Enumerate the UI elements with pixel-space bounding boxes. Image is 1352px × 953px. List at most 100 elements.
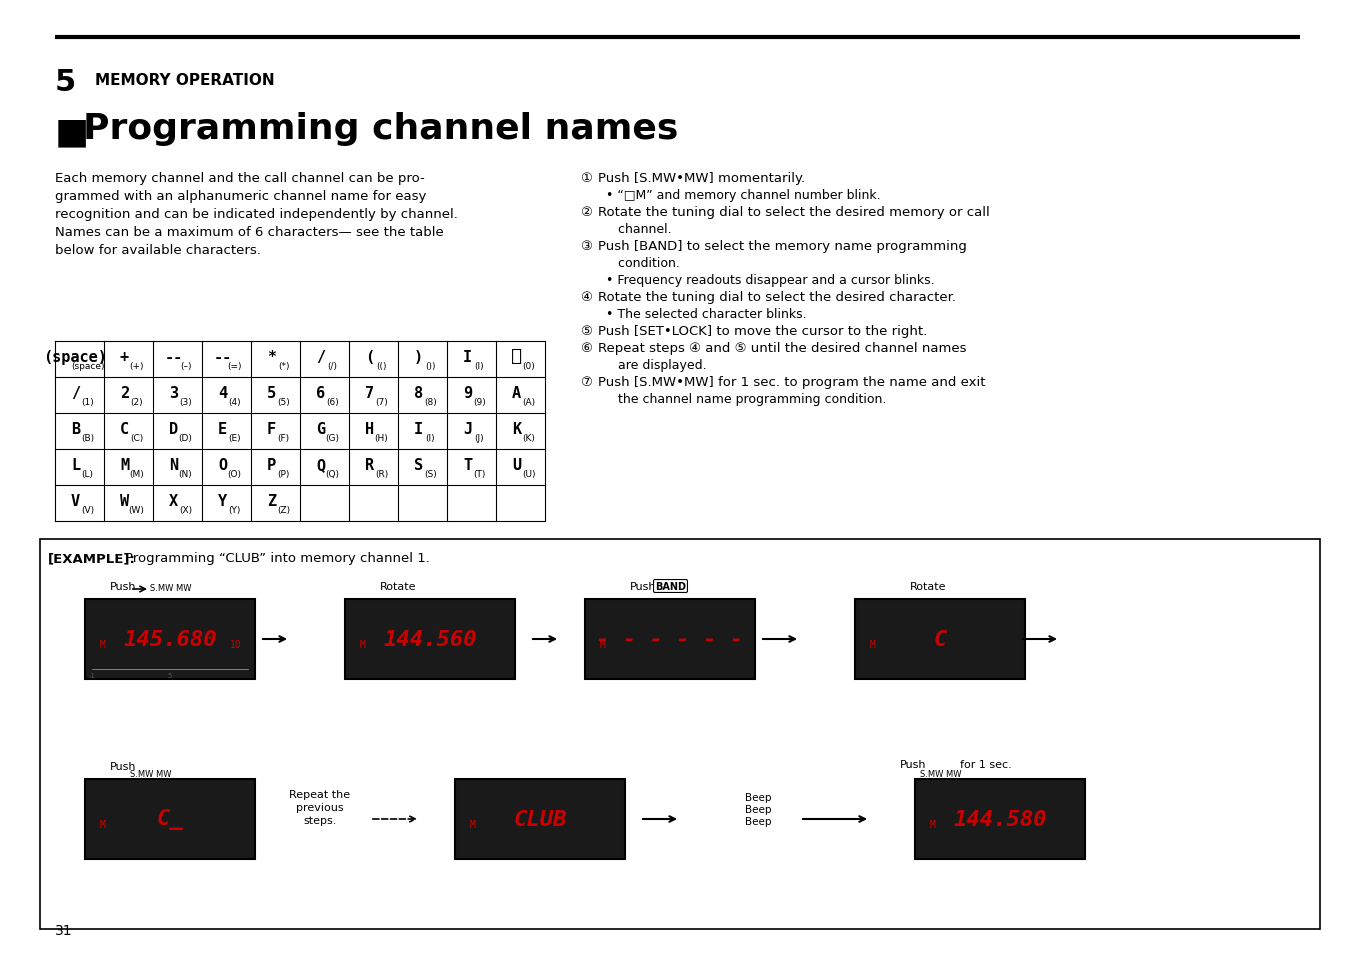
- Text: 7: 7: [365, 386, 375, 401]
- Text: ((): ((): [376, 362, 387, 371]
- Text: ()): ()): [426, 362, 435, 371]
- Text: Push: Push: [900, 760, 926, 769]
- Text: for 1 sec.: for 1 sec.: [960, 760, 1011, 769]
- Text: (*): (*): [277, 362, 289, 371]
- Text: [EXAMPLE]:: [EXAMPLE]:: [49, 552, 135, 564]
- Text: G: G: [316, 422, 324, 437]
- Text: - - - - - -: - - - - - -: [596, 629, 744, 649]
- Text: (–): (–): [180, 362, 191, 371]
- Text: Programming channel names: Programming channel names: [82, 112, 679, 146]
- Text: Push: Push: [110, 761, 137, 771]
- Text: (V): (V): [81, 506, 95, 515]
- Text: 144.580: 144.580: [953, 809, 1046, 829]
- Text: H: H: [365, 422, 375, 437]
- Text: (5): (5): [277, 398, 289, 407]
- Text: • The selected character blinks.: • The selected character blinks.: [598, 308, 807, 320]
- Text: C: C: [933, 629, 946, 649]
- Text: S.MW MW: S.MW MW: [150, 583, 192, 593]
- Text: -1: -1: [88, 672, 96, 679]
- Text: M: M: [869, 639, 876, 649]
- Text: Each memory channel and the call channel can be pro-: Each memory channel and the call channel…: [55, 172, 425, 185]
- Text: --: --: [165, 350, 183, 365]
- Text: (+): (+): [130, 362, 143, 371]
- Text: Z: Z: [266, 494, 276, 509]
- Text: /: /: [316, 350, 324, 365]
- Text: I: I: [414, 422, 423, 437]
- Text: W: W: [120, 494, 128, 509]
- Text: O: O: [218, 458, 227, 473]
- Text: ①: ①: [580, 172, 592, 185]
- Text: (S): (S): [425, 470, 437, 479]
- Bar: [41, 539, 1320, 929]
- Text: (2): (2): [130, 398, 143, 407]
- Text: A: A: [512, 386, 521, 401]
- Text: (space): (space): [43, 350, 107, 365]
- Text: Rotate: Rotate: [910, 581, 946, 592]
- Text: R: R: [365, 458, 375, 473]
- Text: M: M: [100, 639, 105, 649]
- Text: 6: 6: [316, 386, 324, 401]
- Text: BAND: BAND: [654, 581, 685, 592]
- Bar: [854, 599, 1025, 679]
- Text: (I): (I): [475, 362, 484, 371]
- Text: Names can be a maximum of 6 characters— see the table: Names can be a maximum of 6 characters— …: [55, 226, 443, 239]
- Text: (Z): (Z): [277, 506, 291, 515]
- Text: K: K: [512, 422, 521, 437]
- Text: (Q): (Q): [326, 470, 339, 479]
- Text: the channel name programming condition.: the channel name programming condition.: [598, 393, 887, 406]
- Text: V: V: [70, 494, 80, 509]
- Text: (B): (B): [81, 434, 95, 443]
- Text: • Frequency readouts disappear and a cursor blinks.: • Frequency readouts disappear and a cur…: [598, 274, 934, 287]
- Text: (O): (O): [227, 470, 242, 479]
- Text: E: E: [218, 422, 227, 437]
- Text: ④: ④: [580, 291, 592, 304]
- Text: (7): (7): [375, 398, 388, 407]
- Text: (F): (F): [277, 434, 289, 443]
- Text: 10: 10: [230, 639, 242, 649]
- Text: (U): (U): [522, 470, 535, 479]
- Text: 2: 2: [120, 386, 128, 401]
- Text: (3): (3): [178, 398, 192, 407]
- Text: (E): (E): [228, 434, 241, 443]
- Text: P: P: [266, 458, 276, 473]
- Text: (N): (N): [178, 470, 192, 479]
- Text: (=): (=): [227, 362, 242, 371]
- Text: Push [S.MW•MW] for 1 sec. to program the name and exit: Push [S.MW•MW] for 1 sec. to program the…: [598, 375, 986, 389]
- Text: B: B: [70, 422, 80, 437]
- Text: (: (: [365, 350, 375, 365]
- Text: (4): (4): [228, 398, 241, 407]
- Text: L: L: [70, 458, 80, 473]
- Text: S.MW MW: S.MW MW: [919, 769, 961, 779]
- Bar: [85, 780, 256, 859]
- Text: Push [BAND] to select the memory name programming: Push [BAND] to select the memory name pr…: [598, 240, 967, 253]
- Text: ③: ③: [580, 240, 592, 253]
- Text: condition.: condition.: [598, 256, 680, 270]
- Text: S: S: [414, 458, 423, 473]
- Text: ⑥: ⑥: [580, 341, 592, 355]
- Text: 3: 3: [169, 386, 178, 401]
- Text: M: M: [360, 639, 366, 649]
- Text: (M): (M): [130, 470, 143, 479]
- Text: (Y): (Y): [228, 506, 241, 515]
- Text: ⑦: ⑦: [580, 375, 592, 389]
- Text: Push [S.MW•MW] momentarily.: Push [S.MW•MW] momentarily.: [598, 172, 806, 185]
- Bar: [456, 780, 625, 859]
- Text: 31: 31: [55, 923, 73, 937]
- Text: (P): (P): [277, 470, 289, 479]
- Text: (G): (G): [326, 434, 339, 443]
- Text: C: C: [120, 422, 128, 437]
- Text: (L): (L): [81, 470, 93, 479]
- Text: Push: Push: [630, 581, 657, 592]
- Text: (0): (0): [522, 362, 535, 371]
- Text: • “□M” and memory channel number blink.: • “□M” and memory channel number blink.: [598, 189, 880, 202]
- Text: /: /: [70, 386, 80, 401]
- Text: X: X: [169, 494, 178, 509]
- Text: Repeat steps ④ and ⑤ until the desired channel names: Repeat steps ④ and ⑤ until the desired c…: [598, 341, 967, 355]
- Text: below for available characters.: below for available characters.: [55, 244, 261, 256]
- Text: T: T: [462, 458, 472, 473]
- Text: +: +: [120, 350, 128, 365]
- Text: M: M: [470, 820, 476, 829]
- Text: (T): (T): [473, 470, 485, 479]
- Text: Programming “CLUB” into memory channel 1.: Programming “CLUB” into memory channel 1…: [124, 552, 430, 564]
- Text: (I): (I): [426, 434, 435, 443]
